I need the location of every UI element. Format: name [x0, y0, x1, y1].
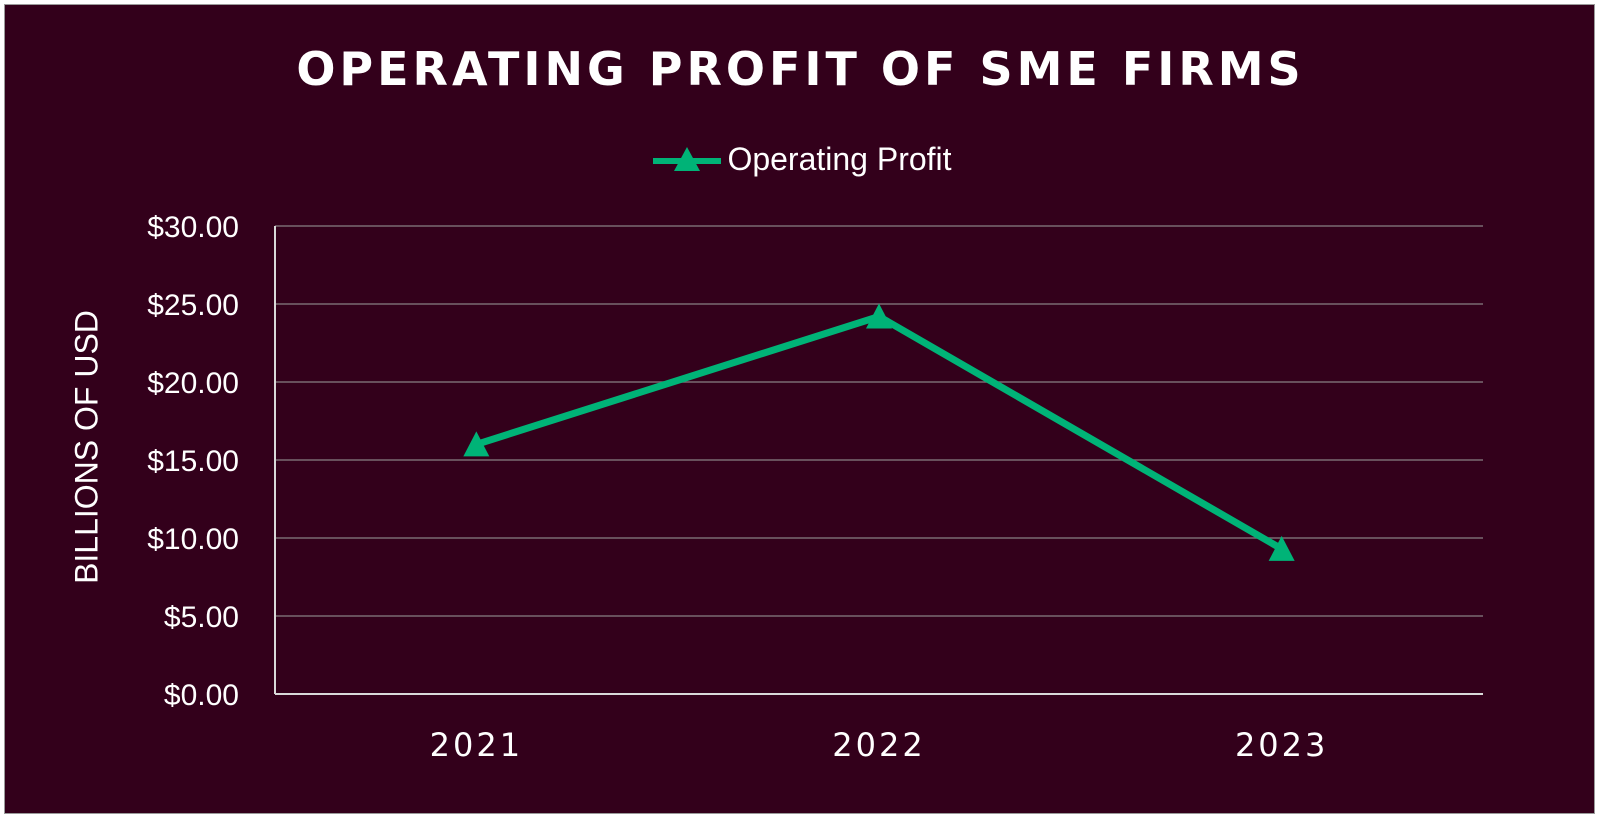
chart-title: OPERATING PROFIT OF SME FIRMS: [296, 42, 1305, 96]
y-tick-label-1: $5.00: [164, 601, 239, 634]
y-tick-label-6: $30.00: [147, 211, 239, 244]
chart-frame: OPERATING PROFIT OF SME FIRMS Operating …: [4, 4, 1595, 814]
y-tick-label-0: $0.00: [164, 679, 239, 712]
legend: Operating Profit: [5, 139, 1596, 179]
data-point-2021: [463, 431, 490, 457]
legend-marker-operating-profit: [653, 147, 722, 171]
y-tick-label-3: $15.00: [147, 445, 239, 478]
x-tick-label-2023: 2023: [1235, 726, 1328, 764]
data-point-2023: [1268, 535, 1295, 561]
x-tick-label-2022: 2022: [832, 726, 925, 764]
y-tick-label-5: $25.00: [147, 289, 239, 322]
y-tick-label-2: $10.00: [147, 523, 239, 556]
legend-label-operating-profit: Operating Profit: [727, 140, 952, 177]
x-tick-label-2021: 2021: [430, 726, 523, 764]
y-tick-label-4: $20.00: [147, 367, 239, 400]
data-point-2022: [866, 303, 892, 329]
plot-area: $0.00 $5.00 $10.00 $15.00 $20.00 $25.00 $30.00…: [147, 211, 1483, 764]
series-line-0: [475, 312, 1284, 552]
